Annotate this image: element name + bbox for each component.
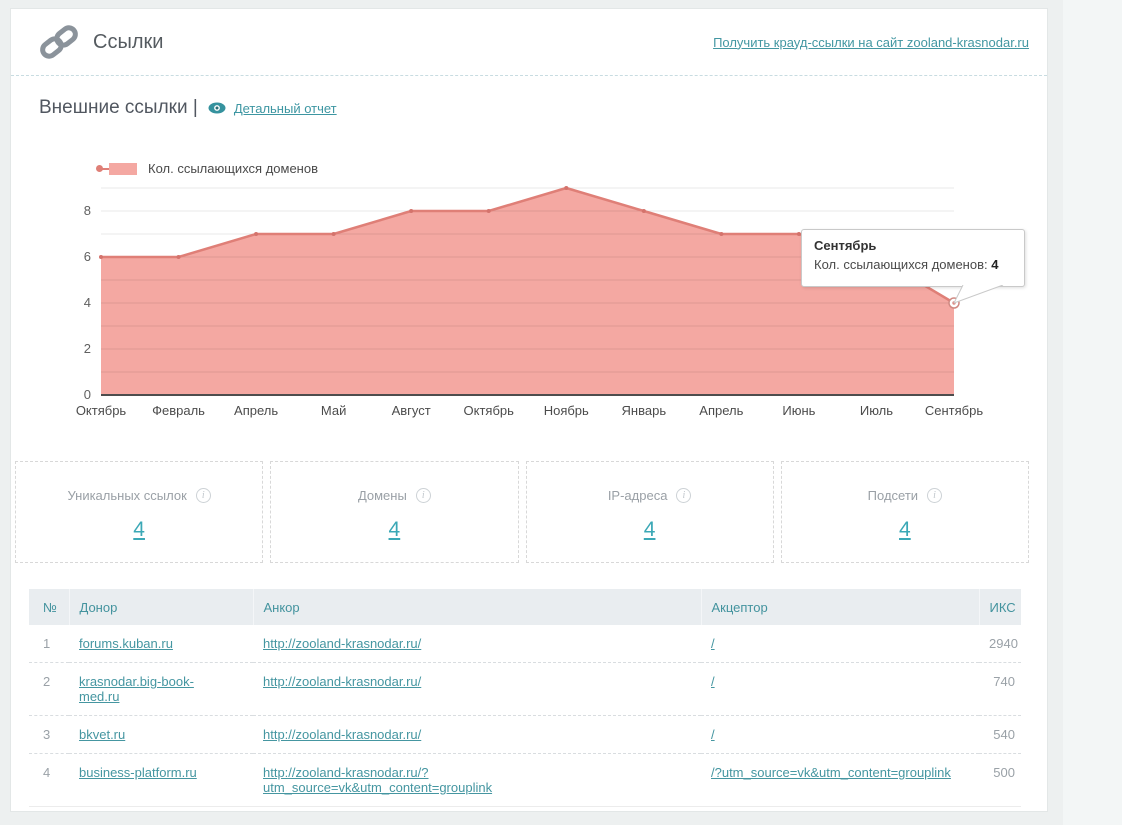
cell-acceptor: / bbox=[701, 625, 979, 663]
svg-text:6: 6 bbox=[84, 249, 91, 264]
eye-icon bbox=[208, 102, 226, 114]
legend-swatch bbox=[96, 162, 139, 176]
panel-header: Ссылки Получить крауд-ссылки на сайт zoo… bbox=[11, 9, 1047, 76]
svg-text:Апрель: Апрель bbox=[234, 403, 278, 418]
svg-text:Апрель: Апрель bbox=[699, 403, 743, 418]
cell-donor: forums.kuban.ru bbox=[69, 625, 253, 663]
acceptor-link[interactable]: / bbox=[711, 674, 715, 689]
stat-card-ip-addresses: IP-адреса i 4 bbox=[525, 461, 774, 563]
table-header: № Донор Анкор Акцептор ИКС bbox=[29, 589, 1021, 625]
tooltip-body: Кол. ссылающихся доменов: 4 bbox=[814, 257, 1012, 272]
chart-legend-item[interactable]: Кол. ссылающихся доменов bbox=[96, 161, 318, 176]
iks-value: 2940 bbox=[989, 636, 1018, 651]
summary-stats-row: Уникальных ссылок i 4 Домены i 4 IP-адре… bbox=[15, 461, 1029, 563]
anchor-link[interactable]: http://zooland-krasnodar.ru/ bbox=[263, 636, 422, 651]
svg-text:0: 0 bbox=[84, 387, 91, 402]
page-background-strip bbox=[1063, 0, 1122, 825]
svg-text:2: 2 bbox=[84, 341, 91, 356]
cell-donor: bkvet.ru bbox=[69, 715, 253, 754]
svg-text:4: 4 bbox=[84, 295, 91, 310]
links-panel: Ссылки Получить крауд-ссылки на сайт zoo… bbox=[10, 8, 1048, 812]
acceptor-link[interactable]: / bbox=[711, 636, 715, 651]
anchor-link[interactable]: http://zooland-krasnodar.ru/ bbox=[263, 674, 422, 689]
cell-anchor: http://zooland-krasnodar.ru/?​utm_source… bbox=[253, 753, 701, 807]
stat-value-link[interactable]: 4 bbox=[899, 518, 911, 541]
table-row: 2 krasnodar.big-book-med.ru http://zooland… bbox=[29, 662, 1021, 716]
cell-donor: business-platform.ru bbox=[69, 753, 253, 807]
info-icon[interactable]: i bbox=[415, 488, 431, 503]
donor-link[interactable]: business-platform.ru bbox=[79, 765, 197, 780]
tooltip-month: Сентябрь bbox=[814, 238, 877, 253]
stat-card-unique-links: Уникальных ссылок i 4 bbox=[15, 461, 264, 563]
row-number: 2 bbox=[29, 662, 69, 716]
col-header-number: № bbox=[29, 589, 69, 625]
get-crowd-links-link[interactable]: Получить крауд-ссылки на сайт zooland-kr… bbox=[713, 34, 1029, 50]
stat-label: Домены bbox=[357, 488, 407, 503]
table-row: 1 forums.kuban.ru http://zooland-krasnodar… bbox=[29, 625, 1021, 663]
cell-anchor: http://zooland-krasnodar.ru/ bbox=[253, 715, 701, 754]
cell-acceptor: / bbox=[701, 662, 979, 716]
svg-text:8: 8 bbox=[84, 203, 91, 218]
row-number: 1 bbox=[43, 636, 51, 651]
cell-anchor: http://zooland-krasnodar.ru/ bbox=[253, 662, 701, 716]
chain-link-icon bbox=[39, 22, 79, 62]
stat-value-link[interactable]: 4 bbox=[643, 518, 656, 541]
anchor-link[interactable]: http://zooland-krasnodar.ru/?​utm_source… bbox=[263, 765, 493, 795]
chart-tooltip: Сентябрь Кол. ссылающихся доменов: 4 bbox=[801, 229, 1025, 287]
anchor-link[interactable]: http://zooland-krasnodar.ru/ bbox=[263, 727, 422, 742]
stat-card-domains: Домены i 4 bbox=[270, 461, 519, 563]
donor-link[interactable]: krasnodar.big-book-med.ru bbox=[79, 674, 194, 704]
svg-text:Ноябрь: Ноябрь bbox=[544, 403, 589, 418]
col-header-acceptor: Акцептор bbox=[700, 589, 979, 625]
svg-text:Июль: Июль bbox=[860, 403, 893, 418]
svg-text:Август: Август bbox=[392, 403, 431, 418]
stat-label: Уникальных ссылок bbox=[67, 488, 187, 503]
cell-donor: krasnodar.big-book-med.ru bbox=[69, 662, 253, 716]
iks-value: 740 bbox=[979, 662, 1021, 716]
cell-acceptor: /?​utm_source=vk&utm_content=grouplink bbox=[701, 753, 979, 807]
referring-domains-chart[interactable]: 0 2 4 6 8 Октябрь Февраль Апрель Май Август Октябр… bbox=[76, 149, 983, 429]
legend-label: Кол. ссылающихся доменов bbox=[148, 161, 318, 176]
svg-text:Февраль: Февраль bbox=[152, 403, 205, 418]
col-header-anchor: Анкор bbox=[252, 589, 701, 625]
col-header-donor: Донор bbox=[68, 589, 253, 625]
acceptor-link[interactable]: /?​utm_source=vk&utm_content=grouplink bbox=[711, 765, 951, 780]
row-number: 3 bbox=[29, 715, 69, 754]
tooltip-callout bbox=[953, 285, 1004, 304]
tooltip-value: 4 bbox=[991, 257, 999, 272]
tooltip-label: Кол. ссылающихся доменов: bbox=[814, 257, 988, 272]
backlinks-table: № Донор Анкор Акцептор ИКС 1 forums.kuban… bbox=[29, 589, 1021, 807]
table-row: 4 business-platform.ru http://zooland-kras… bbox=[29, 753, 1021, 807]
stat-label: IP-адреса bbox=[607, 488, 668, 503]
info-icon[interactable]: i bbox=[195, 488, 211, 503]
stat-label: Подсети bbox=[867, 488, 919, 503]
donor-link[interactable]: forums.kuban.ru bbox=[79, 636, 173, 651]
svg-text:Октябрь: Октябрь bbox=[76, 403, 127, 418]
svg-text:Май: Май bbox=[321, 403, 346, 418]
cell-anchor: http://zooland-krasnodar.ru/ bbox=[253, 625, 701, 663]
stat-value-link[interactable]: 4 bbox=[388, 518, 401, 541]
stat-card-subnets: Подсети i 4 bbox=[780, 461, 1029, 563]
section-title: Внешние ссылки | bbox=[39, 97, 198, 118]
svg-text:Июнь: Июнь bbox=[782, 403, 815, 418]
cell-acceptor: / bbox=[701, 715, 979, 754]
svg-text:Сентябрь: Сентябрь bbox=[925, 403, 983, 418]
iks-value: 500 bbox=[979, 753, 1021, 807]
table-row: 3 bkvet.ru http://zooland-krasnodar.ru/ / 54… bbox=[29, 715, 1021, 754]
row-number: 4 bbox=[29, 753, 69, 807]
svg-text:Октябрь: Октябрь bbox=[464, 403, 515, 418]
col-header-iks: ИКС bbox=[978, 589, 1021, 625]
stat-value-link[interactable]: 4 bbox=[133, 518, 145, 541]
acceptor-link[interactable]: / bbox=[711, 727, 715, 742]
detailed-report-link[interactable]: Детальный отчет bbox=[233, 100, 337, 116]
page-title: Ссылки bbox=[93, 30, 164, 53]
info-icon[interactable]: i bbox=[676, 488, 692, 503]
iks-value: 540 bbox=[979, 715, 1021, 754]
info-icon[interactable]: i bbox=[927, 488, 943, 503]
donor-link[interactable]: bkvet.ru bbox=[79, 727, 126, 742]
svg-text:Январь: Январь bbox=[622, 403, 667, 418]
external-links-section-head: Внешние ссылки | Детальный отчет bbox=[39, 97, 337, 119]
